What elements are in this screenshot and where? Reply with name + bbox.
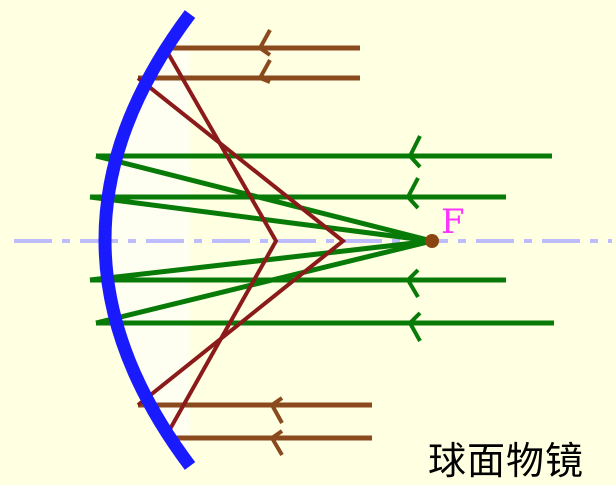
outer-ray-arrows — [257, 29, 284, 457]
focus-label: F — [441, 202, 465, 242]
parallel-ray-arrows — [405, 135, 422, 342]
reflected-outer-ray — [163, 47, 279, 439]
outer-rays — [138, 45, 372, 441]
caption: 球面物镜 — [428, 439, 585, 483]
concave-mirror — [98, 10, 196, 470]
arrow-icon — [405, 177, 420, 210]
reflected-ray — [95, 238, 433, 326]
arrow-icon — [405, 268, 420, 299]
focus-point — [425, 234, 439, 248]
reflected-ray — [89, 194, 433, 244]
reflected-outer-rays — [136, 47, 347, 439]
arrow-icon — [257, 29, 272, 57]
arrow-icon — [257, 59, 272, 84]
reflected-ray — [89, 238, 433, 283]
arrow-icon — [407, 311, 422, 342]
parallel-rays — [90, 153, 554, 326]
arrow-icon — [269, 396, 284, 424]
reflected-rays — [89, 153, 433, 326]
arrow-icon — [269, 429, 284, 457]
reflected-ray — [95, 153, 433, 244]
arrow-icon — [407, 135, 422, 169]
reflected-outer-ray — [136, 76, 347, 407]
